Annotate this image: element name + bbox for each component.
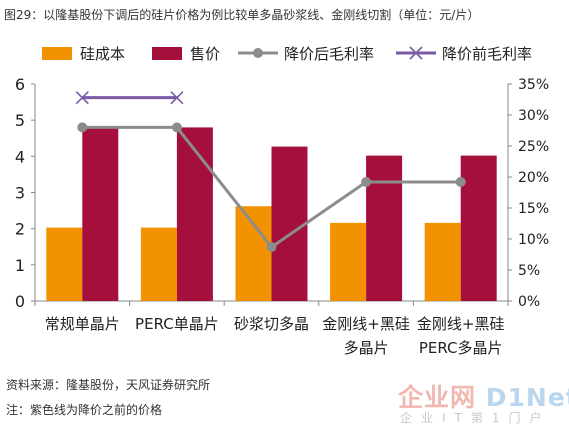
y-right-tick-label: 15% (518, 201, 549, 217)
legend-swatch-price (152, 46, 182, 60)
y-left-tick-label: 0 (15, 292, 25, 311)
y-left-tick-label: 5 (15, 111, 25, 130)
legend-marker-margin-after (238, 48, 278, 58)
x-category-label: PERC多晶片 (419, 339, 503, 357)
legend-item-cost: 硅成本 (42, 40, 125, 66)
y-left-tick-label: 3 (15, 184, 25, 203)
legend-item-margin-after: 降价后毛利率 (238, 40, 374, 66)
bar-cost (330, 222, 367, 301)
bar-price (460, 155, 497, 301)
x-category-label: 砂浆切多晶 (234, 315, 309, 333)
bar-price (271, 146, 308, 301)
source-note: 资料来源：隆基股份，天风证券研究所 (6, 378, 211, 392)
bar-cost (140, 227, 177, 301)
y-right-tick-label: 35% (518, 77, 549, 93)
x-category-label: 金刚线+黑硅 (417, 315, 505, 333)
bar-cost (424, 222, 461, 301)
point-margin-before (75, 91, 89, 105)
legend-label-cost: 硅成本 (80, 44, 126, 63)
watermark-sub: 企业IT第1门户 (400, 411, 551, 425)
watermark-brand: D1Net (485, 383, 569, 412)
watermark-main: 企业网 (398, 383, 477, 412)
x-category-label: 金刚线+黑硅 (322, 315, 410, 333)
watermark-logo: 企业网 D1Net 企业IT第1门户 (398, 378, 569, 426)
legend-item-margin-before: 降价前毛利率 (396, 40, 532, 66)
combo-chart: 0 1 2 3 4 5 6 0% 5% 10% 15% 20% 25% 30% 35% 常规单晶片 PERC单晶… (15, 75, 549, 357)
bar-price (176, 127, 213, 302)
point-margin-after (455, 176, 466, 187)
bar-price (366, 155, 403, 301)
x-category-label: 多晶片 (344, 339, 389, 357)
y-left-tick-label: 6 (15, 75, 25, 94)
point-margin-after (361, 176, 372, 187)
y-left-tick-label: 1 (15, 256, 25, 275)
point-margin-after (77, 122, 88, 133)
point-margin-after (171, 122, 182, 133)
y-right-tick-label: 10% (518, 232, 549, 248)
legend-swatch-cost (42, 46, 72, 60)
x-category-label: PERC单晶片 (135, 315, 219, 333)
legend-label-margin-before: 降价前毛利率 (442, 44, 533, 63)
legend-item-price: 售价 (152, 40, 220, 66)
chart-legend: 硅成本 售价 降价后毛利率 降价前毛利率 (42, 40, 562, 66)
point-margin-before (170, 91, 184, 105)
y-right-tick-label: 0% (518, 294, 540, 310)
bar-price (82, 127, 119, 302)
y-right-tick-label: 20% (518, 170, 549, 186)
y-right-tick-label: 30% (518, 108, 549, 124)
bar-cost (46, 227, 83, 301)
x-category-label: 常规单晶片 (45, 315, 120, 333)
y-right-tick-label: 5% (518, 263, 540, 279)
y-right-tick-label: 25% (518, 139, 549, 155)
legend-marker-margin-before (396, 46, 436, 60)
legend-label-price: 售价 (190, 44, 221, 63)
bar-cost (235, 206, 272, 301)
point-margin-after (266, 242, 277, 253)
y-left-tick-label: 4 (15, 147, 25, 166)
legend-label-margin-after: 降价后毛利率 (284, 44, 375, 63)
footnote: 注：紫色线为降价之前的价格 (6, 403, 163, 417)
y-left-tick-label: 2 (15, 220, 25, 239)
chart-title: 图29：以隆基股份下调后的硅片价格为例比较单多晶砂浆线、金刚线切割（单位：元/片… (4, 8, 480, 22)
